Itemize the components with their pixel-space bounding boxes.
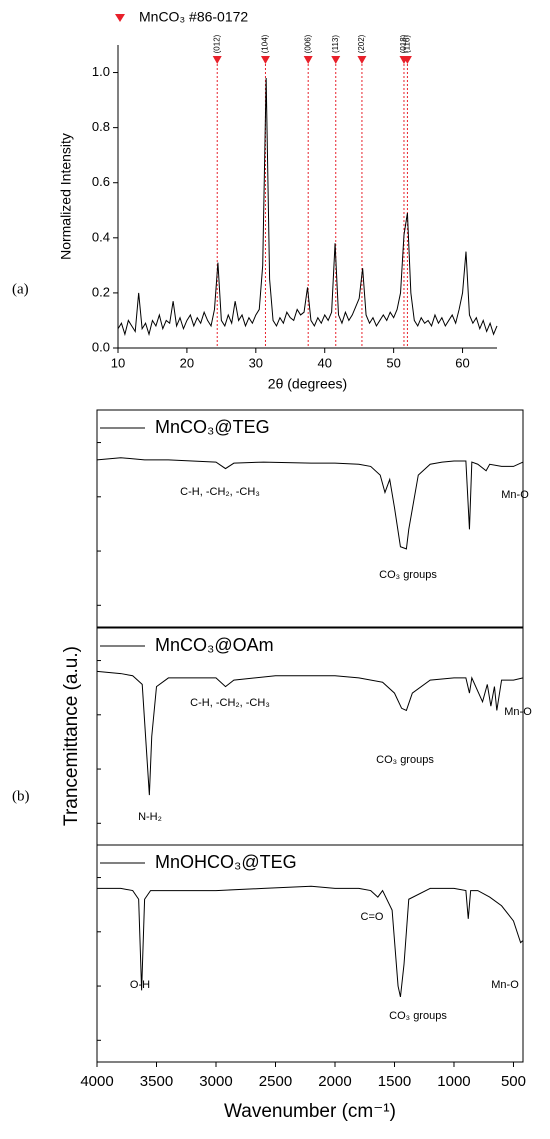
x-tick-label: 3000 [199, 1073, 232, 1090]
reference-label: (018) [399, 34, 408, 53]
reference-label: (104) [261, 34, 270, 53]
y-tick-label: 0.0 [92, 339, 110, 354]
annotation: O-H [130, 979, 150, 991]
y-tick-label: 0.8 [92, 119, 110, 134]
reference-label: (113) [331, 35, 340, 53]
x-tick-label: 40 [317, 355, 331, 370]
x-tick-label: 20 [180, 355, 194, 370]
y-tick-label: 1.0 [92, 64, 110, 79]
annotation: C-H, -CH₂, -CH₃ [180, 486, 260, 498]
legend-label: MnCO₃ #86-0172 [139, 9, 248, 25]
annotation: C-H, -CH₂, -CH₃ [190, 697, 270, 709]
reference-marker [212, 56, 222, 64]
reference-marker [402, 56, 412, 64]
reference-label: (006) [303, 34, 312, 53]
x-tick-label: 50 [386, 355, 400, 370]
legend-label: MnCO₃@OAm [155, 635, 274, 655]
annotation: Mn-O [504, 706, 532, 718]
reference-marker [260, 56, 270, 64]
spectrum [96, 457, 524, 550]
reference-marker [303, 56, 313, 64]
y-tick-label: 0.6 [92, 174, 110, 189]
x-tick-label: 1500 [378, 1073, 411, 1090]
y-tick-label: 0.4 [92, 229, 110, 244]
x-tick-label: 2500 [259, 1073, 292, 1090]
annotation: Mn-O [501, 489, 529, 501]
spectrum [97, 885, 524, 998]
x-tick-label: 60 [455, 355, 469, 370]
x-axis-label: 2θ (degrees) [268, 376, 347, 392]
annotation: CO₃ groups [376, 754, 434, 766]
x-tick-label: 10 [111, 355, 125, 370]
x-tick-label: 500 [501, 1073, 526, 1090]
reference-label: (012) [212, 34, 221, 53]
y-axis-label: Normalized Intensity [58, 133, 74, 260]
y-axis-label: Trancemittance (a.u.) [61, 646, 82, 826]
x-tick-label: 1000 [437, 1073, 470, 1090]
reference-label: (202) [357, 34, 366, 53]
reference-marker [331, 56, 341, 64]
legend-marker [115, 14, 125, 22]
y-tick-label: 0.2 [92, 284, 110, 299]
x-tick-label: 3500 [140, 1073, 173, 1090]
annotation: CO₃ groups [389, 1010, 447, 1022]
legend-label: MnOHCO₃@TEG [155, 852, 297, 872]
annotation: N-H₂ [138, 811, 162, 823]
annotation: Mn-O [491, 979, 519, 991]
panel-label: (b) [12, 788, 30, 804]
panel-frame [96, 844, 524, 1063]
x-axis-label: Wavenumber (cm⁻¹) [224, 1101, 396, 1122]
annotation: C=O [361, 911, 384, 923]
panel-label: (a) [12, 281, 29, 297]
reference-label: (116) [403, 35, 412, 53]
reference-marker [357, 56, 367, 64]
x-tick-label: 2000 [318, 1073, 351, 1090]
annotation: CO₃ groups [379, 569, 437, 581]
panel-frame [96, 409, 524, 628]
x-tick-label: 4000 [80, 1073, 113, 1090]
legend-label: MnCO₃@TEG [155, 417, 270, 437]
xrd-line [117, 78, 498, 337]
x-tick-label: 30 [249, 355, 263, 370]
spectrum [96, 670, 524, 796]
